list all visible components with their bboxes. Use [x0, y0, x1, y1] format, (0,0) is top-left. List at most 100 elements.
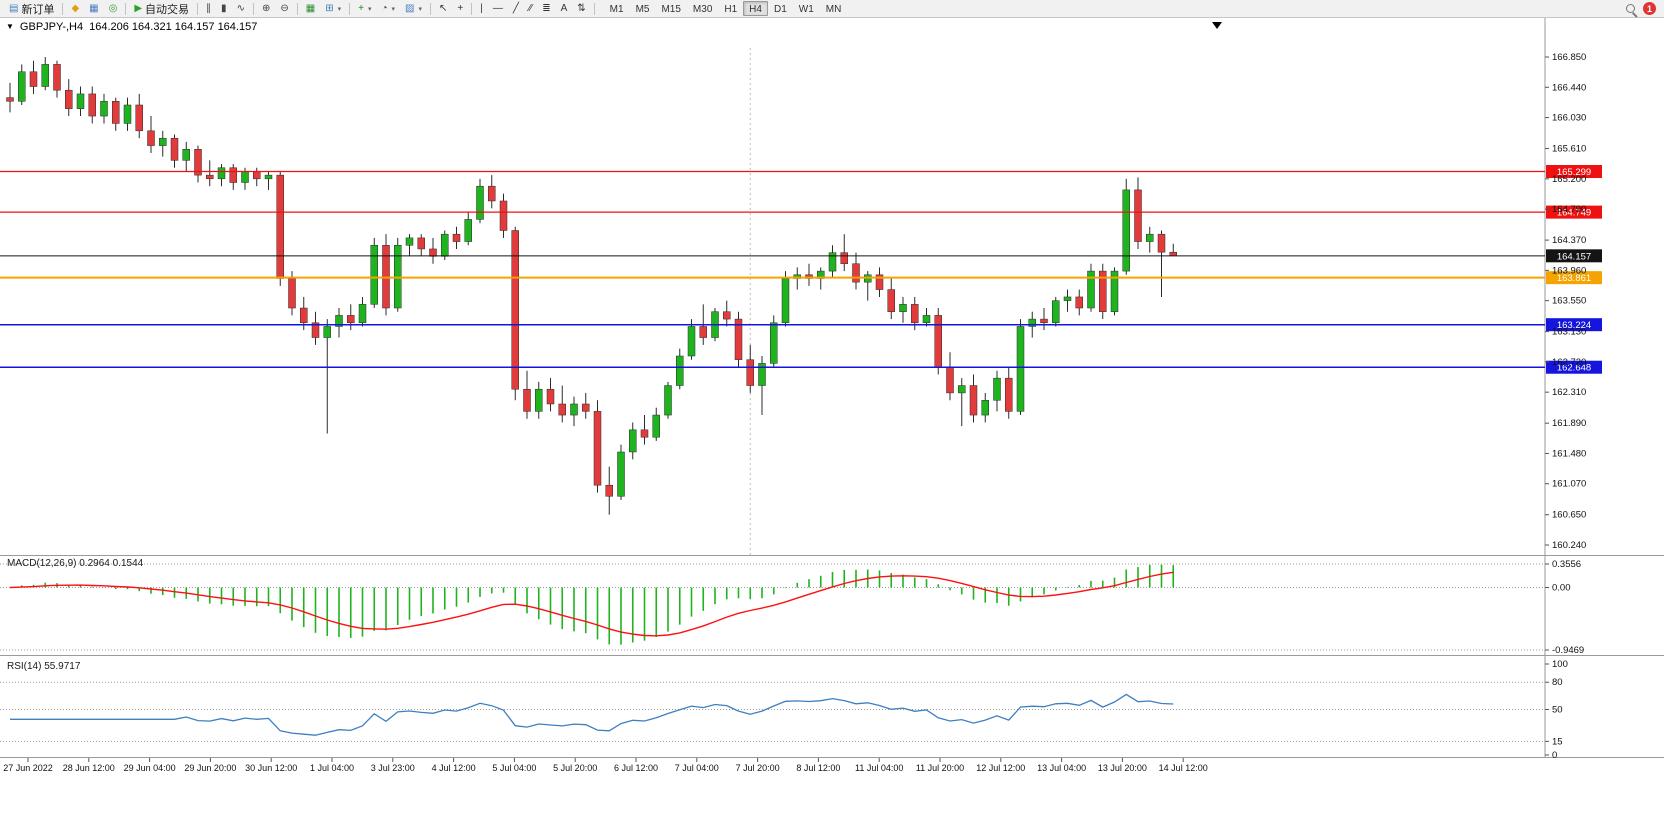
timeframe-button-d1[interactable]: D1: [773, 4, 787, 15]
time-axis-label: 5 Jul 20:00: [553, 763, 597, 773]
candle-body: [911, 304, 919, 324]
candle-body: [687, 326, 696, 357]
rsi-axis-label: 50: [1552, 705, 1563, 716]
macd-signal-line: [9, 571, 1174, 637]
time-axis-label: 11 Jul 04:00: [855, 763, 903, 773]
price-tick-label: 164.790: [1552, 204, 1586, 215]
timeframe-button-h4[interactable]: H4: [743, 1, 768, 16]
candle-body: [1040, 318, 1048, 324]
timeframe-button-w1[interactable]: W1: [798, 4, 814, 15]
candle-body: [18, 71, 26, 102]
tile-windows-icon[interactable]: ⊞ ▾: [320, 1, 346, 17]
candle-body: [946, 366, 954, 394]
support-line-1-label-box: [1546, 318, 1602, 332]
auto-trading-button[interactable]: ▶ 自动交易: [129, 1, 194, 17]
bar-chart-icon[interactable]: ∥: [201, 1, 216, 17]
profiles-icon: ◎: [108, 2, 118, 14]
dropdown-arrow-icon: ▾: [367, 5, 372, 13]
metaeditor-icon[interactable]: ◆: [66, 1, 84, 17]
candle-body: [593, 411, 602, 486]
horizontal-line-icon[interactable]: —: [488, 1, 508, 17]
rsi-axis-label: 80: [1552, 677, 1563, 688]
candle-body: [264, 174, 273, 180]
time-axis-label: 5 Jul 04:00: [492, 763, 536, 773]
search-icon[interactable]: [1626, 4, 1635, 13]
candlestick-chart-icon[interactable]: ▮: [216, 1, 232, 17]
candle-body: [746, 359, 754, 386]
toolbar-separator: [429, 2, 431, 15]
price-tick-label: 166.030: [1552, 113, 1586, 124]
timeframe-button-h1[interactable]: H1: [724, 4, 738, 15]
zoom-out-icon[interactable]: ⊖: [275, 1, 293, 17]
candle-body: [546, 388, 555, 405]
equidistant-channel-icon[interactable]: ∕∕: [524, 1, 537, 17]
arrows-icon[interactable]: ⇅: [572, 1, 590, 17]
dropdown-arrow-icon: ▾: [418, 5, 422, 13]
cursor-icon[interactable]: ↖: [434, 1, 452, 17]
new-order-icon: ▤: [9, 2, 19, 14]
grid-icon[interactable]: ▦: [301, 1, 320, 17]
chart-canvas[interactable]: 165.299 164.749 164.157 163.861 163.224 162.6…: [0, 18, 1664, 829]
text-icon[interactable]: A: [556, 1, 573, 17]
vertical-line-icon[interactable]: |: [475, 1, 488, 17]
timeframe-button-m1[interactable]: M1: [609, 4, 624, 15]
toolbar-separator: [296, 2, 298, 15]
time-axis-label: 14 Jul 12:00: [1159, 763, 1208, 773]
candle-body: [394, 245, 402, 309]
time-axis-label: 7 Jul 04:00: [675, 763, 719, 773]
candle-body: [382, 245, 390, 309]
candle-body: [981, 400, 989, 416]
notification-badge[interactable]: 1: [1643, 2, 1656, 15]
candle-body: [758, 363, 766, 386]
candle-body: [347, 315, 355, 324]
toolbar-separator: [252, 2, 254, 15]
timeframe-button-mn[interactable]: MN: [825, 4, 842, 15]
timeframe-button-m30[interactable]: M30: [692, 4, 713, 15]
periods-button[interactable]: ◔ ▾: [376, 1, 400, 17]
new-order-button[interactable]: ▤ 新订单: [4, 1, 59, 17]
price-tick-label: 162.310: [1552, 387, 1586, 398]
price-tick-label: 161.480: [1552, 448, 1586, 459]
crosshair-icon[interactable]: +: [452, 1, 468, 17]
candle-body: [241, 171, 249, 183]
dropdown-arrow-icon: ▾: [391, 5, 396, 13]
equidistant-channel-icon: ∕∕: [528, 2, 533, 14]
candle-body: [182, 149, 190, 161]
candle-body: [558, 403, 566, 416]
candle-body: [135, 104, 143, 132]
timeframe-button-m5[interactable]: M5: [635, 4, 650, 15]
candle-body: [441, 233, 449, 257]
candle-body: [605, 484, 613, 497]
crosshair-icon: +: [457, 2, 464, 14]
toolbar-separator: [593, 2, 595, 15]
fibonacci-icon[interactable]: ≣: [537, 1, 555, 17]
template-icon: ▨: [405, 2, 415, 14]
time-axis-label: 11 Jul 20:00: [916, 763, 964, 773]
price-tick-label: 163.130: [1552, 327, 1586, 338]
time-axis-label: 3 Jul 23:00: [371, 763, 415, 773]
chart-shift-marker-icon[interactable]: [1212, 22, 1222, 29]
time-axis-label: 28 Jun 12:00: [63, 763, 115, 773]
candle-body: [88, 93, 96, 117]
new-chart-icon[interactable]: ▦: [84, 1, 103, 17]
line-chart-icon[interactable]: ∿: [232, 1, 250, 17]
trendline-icon[interactable]: ╱: [508, 1, 524, 17]
toolbar-separator: [125, 2, 127, 15]
candle-body: [29, 71, 38, 87]
timeframe-button-m15[interactable]: M15: [661, 4, 681, 15]
indicators-button[interactable]: + ▾: [353, 1, 376, 17]
macd-axis-label: 0.3556: [1552, 559, 1581, 570]
chart-window: 165.299 164.749 164.157 163.861 163.224 162.6…: [0, 18, 1664, 829]
time-axis-label: 8 Jul 12:00: [796, 763, 840, 773]
price-tick-label: 164.370: [1552, 235, 1586, 246]
candle-body: [206, 174, 214, 180]
candle-body: [523, 388, 531, 412]
candle-body: [922, 315, 931, 324]
templates-button[interactable]: ▨ ▾: [400, 1, 427, 17]
candle-body: [476, 185, 484, 220]
candle-body: [969, 385, 978, 416]
profiles-icon[interactable]: ◎: [104, 1, 123, 17]
zoom-in-icon[interactable]: ⊕: [257, 1, 275, 17]
new-chart-icon: ▦: [89, 2, 99, 14]
